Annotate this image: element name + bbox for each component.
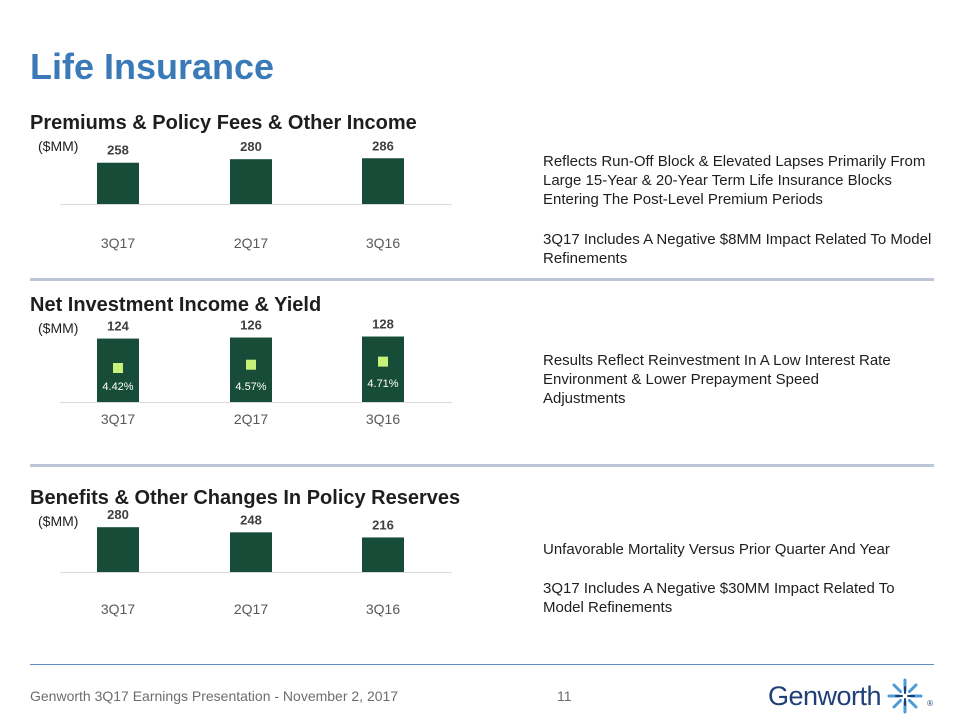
category-label: 2Q17 <box>234 235 268 251</box>
footer-divider <box>30 664 934 665</box>
category-label: 3Q16 <box>366 601 400 617</box>
genworth-logo: Genworth ® <box>768 674 933 718</box>
bar-value-label: 128 <box>372 317 394 332</box>
yield-value-label: 4.42% <box>102 381 133 393</box>
benefits-chart: 280 3Q17 248 2Q17 216 3Q16 <box>60 507 452 617</box>
benefits-note-2: 3Q17 Includes A Negative $30MM Impact Re… <box>543 580 895 616</box>
benefits-note-1: Unfavorable Mortality Versus Prior Quart… <box>543 541 890 558</box>
category-label: 3Q17 <box>101 235 135 251</box>
section-divider <box>30 278 934 281</box>
footer-text: Genworth 3Q17 Earnings Presentation - No… <box>30 688 399 704</box>
yield-value-label: 4.71% <box>367 378 398 390</box>
category-label: 3Q17 <box>101 411 135 427</box>
unit-label: ($MM) <box>38 138 79 154</box>
logo-registered-mark: ® <box>927 698 933 708</box>
bar-3q16 <box>362 537 404 572</box>
category-label: 3Q17 <box>101 601 135 617</box>
page-number: 11 <box>557 688 572 704</box>
section-title-net-investment: Net Investment Income & Yield <box>30 294 322 316</box>
bar-value-label: 286 <box>372 138 394 153</box>
bar-3q17 <box>97 527 139 572</box>
bar-2q17 <box>230 337 272 402</box>
bar-3q17 <box>97 162 139 204</box>
premiums-note-1: Reflects Run-Off Block & Elevated Lapses… <box>543 153 926 208</box>
logo-wordmark: Genworth <box>768 680 882 711</box>
bar-value-label: 124 <box>107 319 129 334</box>
bar-value-label: 248 <box>240 512 262 527</box>
page-title: Life Insurance <box>30 46 275 87</box>
bar-value-label: 280 <box>107 507 129 522</box>
section-title-benefits: Benefits & Other Changes In Policy Reser… <box>30 487 461 509</box>
yield-value-label: 4.57% <box>235 381 266 393</box>
bar-value-label: 216 <box>372 517 394 532</box>
bar-3q16 <box>362 158 404 204</box>
logo-star-icon <box>887 678 923 714</box>
bar-value-label: 280 <box>240 139 262 154</box>
section-divider <box>30 464 934 467</box>
category-label: 2Q17 <box>234 411 268 427</box>
yield-marker <box>113 363 123 373</box>
unit-label: ($MM) <box>38 320 79 336</box>
net-investment-chart: 124 3Q17 126 2Q17 128 3Q16 4.42% 4.57% 4.71% <box>60 317 452 427</box>
category-label: 3Q16 <box>366 235 400 251</box>
bar-value-label: 258 <box>107 143 129 158</box>
category-label: 3Q16 <box>366 411 400 427</box>
yield-marker <box>378 356 388 367</box>
premiums-note-2: 3Q17 Includes A Negative $8MM Impact Rel… <box>543 231 932 267</box>
bar-2q17 <box>230 159 272 204</box>
unit-label: ($MM) <box>38 513 79 529</box>
category-label: 2Q17 <box>234 601 268 617</box>
bar-3q16 <box>362 336 404 402</box>
yield-marker <box>246 359 256 370</box>
premiums-chart: 258 3Q17 280 2Q17 286 3Q16 <box>60 138 452 251</box>
bar-2q17 <box>230 532 272 572</box>
section-title-premiums: Premiums & Policy Fees & Other Income <box>30 112 417 134</box>
net-investment-note-1: Results Reflect Reinvestment In A Low In… <box>543 352 891 407</box>
bar-value-label: 126 <box>240 318 262 333</box>
